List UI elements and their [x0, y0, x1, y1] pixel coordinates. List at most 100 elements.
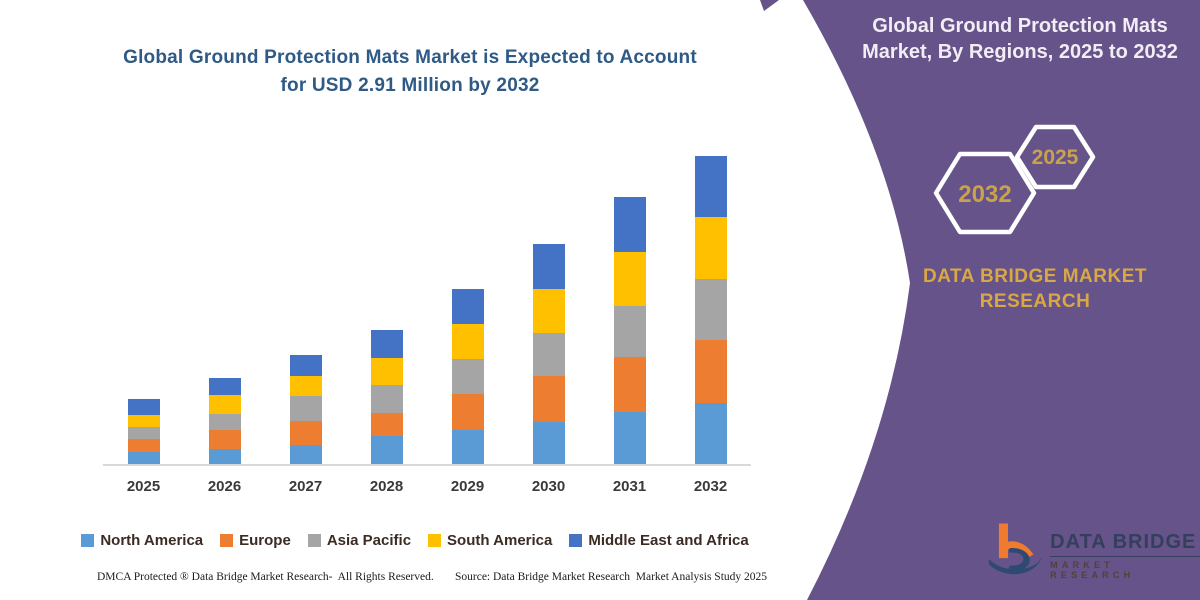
hexagon-2032: [933, 151, 1037, 235]
brand-wordmark: DATA BRIDGE MARKET RESEARCH: [920, 264, 1150, 314]
bar-segment-europe-2032: [694, 339, 727, 404]
legend-item-south-america: South America: [428, 532, 552, 549]
bar-segment-north-america-2031: [613, 411, 646, 465]
bar-2030: [532, 244, 565, 465]
bar-2025: [127, 399, 160, 465]
bar-slot-2031: [589, 140, 670, 465]
bar-segment-middle-east-and-africa-2030: [532, 244, 565, 289]
bar-segment-europe-2026: [208, 430, 241, 450]
legend-item-europe: Europe: [220, 532, 291, 549]
legend-label-asia-pacific: Asia Pacific: [326, 532, 412, 549]
bar-segment-south-america-2030: [532, 288, 565, 334]
x-axis-labels: 2025 2026 2027 2028 2029 2030 2031 2032: [103, 478, 751, 495]
x-axis-label-2028: 2028: [369, 478, 404, 495]
bar-segment-europe-2027: [289, 421, 322, 445]
legend-swatch-north-america: [81, 534, 95, 547]
bar-segment-north-america-2029: [451, 430, 484, 465]
legend-label-middle-east-and-africa: Middle East and Africa: [588, 532, 749, 549]
logo-subtitle: MARKET RESEARCH: [1050, 560, 1135, 580]
logo-d-bowl: [1007, 547, 1030, 572]
dbmr-logo: DATA BRIDGE MARKET RESEARCH: [988, 521, 1200, 580]
bar-segment-europe-2029: [451, 393, 484, 430]
bar-2027: [289, 354, 322, 465]
bar-slot-2026: [184, 140, 265, 465]
plot-area: [103, 140, 751, 466]
legend-swatch-europe: [220, 534, 234, 547]
x-axis-line: [103, 464, 751, 466]
bar-segment-south-america-2027: [289, 375, 322, 396]
bar-segment-middle-east-and-africa-2025: [127, 399, 160, 416]
legend-label-north-america: North America: [100, 532, 204, 549]
legend-swatch-south-america: [428, 534, 442, 547]
bar-segment-south-america-2029: [451, 323, 484, 359]
bar-2031: [613, 197, 646, 465]
brand-line2: RESEARCH: [979, 291, 1091, 312]
bar-segment-asia-pacific-2026: [208, 414, 241, 431]
purple-corner-sliver: [760, 0, 779, 11]
brand-line1: DATA BRIDGE MARKET: [923, 266, 1147, 287]
x-axis-label-2032: 2032: [693, 478, 728, 495]
panel-title-line1: Global Ground Protection Mats: [872, 15, 1168, 37]
bar-segment-north-america-2030: [532, 421, 565, 465]
purple-panel: [803, 0, 1200, 600]
bar-segment-middle-east-and-africa-2027: [289, 354, 322, 376]
bar-segment-asia-pacific-2032: [694, 279, 727, 340]
bar-slot-2029: [427, 140, 508, 465]
bar-segment-asia-pacific-2025: [127, 426, 160, 439]
bar-segment-middle-east-and-africa-2026: [208, 378, 241, 396]
bar-2026: [208, 378, 241, 465]
bar-slot-2027: [265, 140, 346, 465]
bar-segment-middle-east-and-africa-2028: [370, 330, 403, 358]
bar-slot-2032: [670, 140, 751, 465]
bar-slot-2030: [508, 140, 589, 465]
bar-slot-2025: [103, 140, 184, 465]
bar-segment-north-america-2027: [289, 444, 322, 465]
bar-segment-south-america-2026: [208, 395, 241, 415]
bar-segment-south-america-2032: [694, 216, 727, 280]
x-axis-label-2025: 2025: [126, 478, 161, 495]
x-axis-label-2027: 2027: [288, 478, 323, 495]
legend-swatch-middle-east-and-africa: [569, 534, 583, 547]
bar-segment-south-america-2031: [613, 251, 646, 306]
hex-year-2032: 2032: [958, 181, 1012, 208]
bar-series-container: [103, 140, 751, 465]
bar-segment-asia-pacific-2029: [451, 358, 484, 394]
hex-year-2025: 2025: [1031, 146, 1079, 169]
logo-swoosh: [988, 557, 1042, 575]
legend-item-middle-east-and-africa: Middle East and Africa: [569, 532, 749, 549]
bar-2029: [451, 288, 484, 465]
bar-segment-south-america-2025: [127, 415, 160, 427]
logo-b-shape: [998, 523, 1034, 559]
bar-segment-north-america-2025: [127, 452, 160, 465]
logo-name: DATA BRIDGE: [1050, 531, 1200, 557]
bar-segment-asia-pacific-2027: [289, 395, 322, 422]
legend-item-asia-pacific: Asia Pacific: [307, 532, 412, 549]
legend-swatch-asia-pacific: [307, 534, 321, 547]
bar-segment-europe-2025: [127, 438, 160, 453]
bar-2032: [694, 156, 727, 465]
chart-title-line1: Global Ground Protection Mats Market is …: [123, 47, 697, 68]
bar-segment-middle-east-and-africa-2029: [451, 288, 484, 324]
bar-2028: [370, 330, 403, 465]
hexagon-2025: [1014, 124, 1096, 190]
chart-title: Global Ground Protection Mats Market is …: [60, 44, 760, 100]
bar-segment-north-america-2026: [208, 449, 241, 465]
bar-segment-asia-pacific-2030: [532, 333, 565, 376]
legend-item-north-america: North America: [81, 532, 203, 549]
footer-source-text: Source: Data Bridge Market Research Mark…: [455, 571, 768, 583]
x-axis-label-2029: 2029: [450, 478, 485, 495]
panel-title-line2: Market, By Regions, 2025 to 2032: [862, 41, 1178, 63]
bar-segment-north-america-2032: [694, 403, 727, 465]
bar-segment-europe-2031: [613, 356, 646, 412]
bar-slot-2028: [346, 140, 427, 465]
bar-segment-europe-2028: [370, 412, 403, 437]
legend: North America Europe Asia Pacific South Ame…: [60, 532, 770, 549]
bar-segment-asia-pacific-2031: [613, 305, 646, 357]
bar-segment-europe-2030: [532, 375, 565, 422]
bar-segment-asia-pacific-2028: [370, 385, 403, 413]
legend-label-europe: Europe: [239, 532, 291, 549]
x-axis-label-2030: 2030: [531, 478, 566, 495]
bar-segment-south-america-2028: [370, 357, 403, 386]
